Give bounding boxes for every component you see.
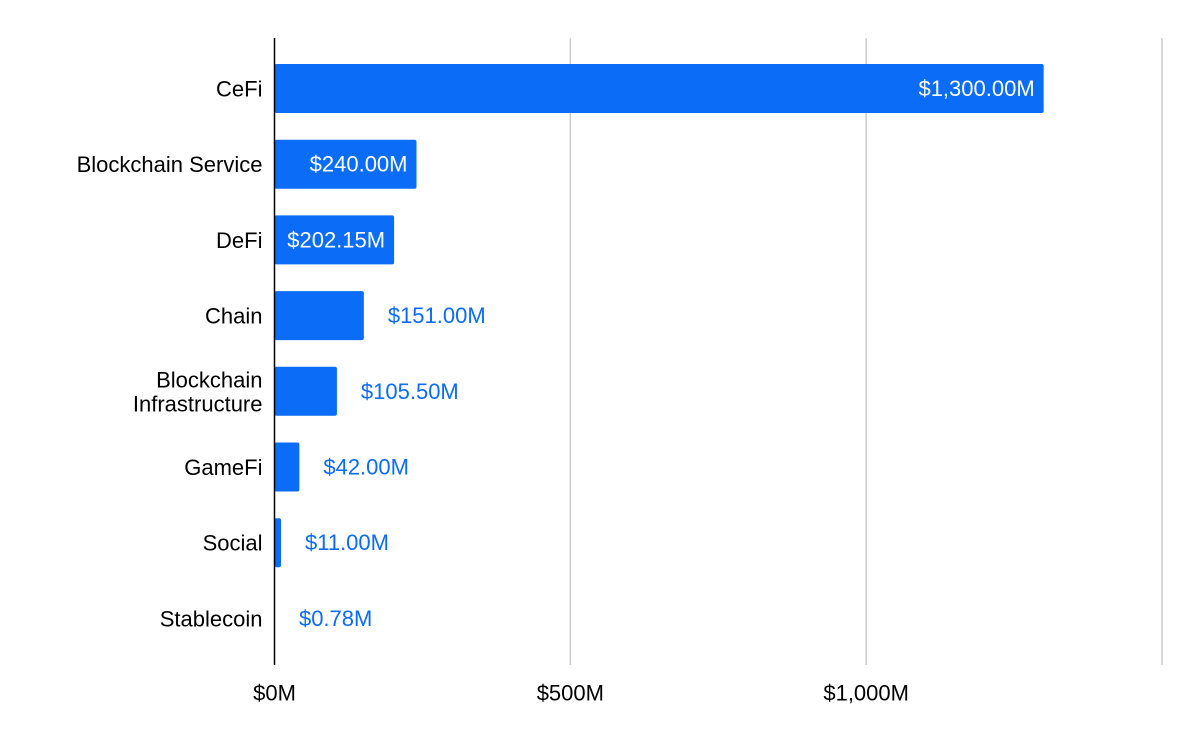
category-label-6: Social xyxy=(203,530,263,555)
category-label-0: CeFi xyxy=(216,76,262,101)
data-label-3: $151.00M xyxy=(388,303,486,328)
bar-6 xyxy=(274,518,282,568)
bar-3 xyxy=(274,291,364,341)
category-label-4: Blockchain Infrastructure xyxy=(133,367,263,416)
x-tick-label-2: $1,000M xyxy=(823,681,909,706)
bar-2 xyxy=(274,215,395,265)
category-label-2: DeFi xyxy=(216,227,262,252)
bar-0 xyxy=(274,64,1044,113)
data-label-4: $105.50M xyxy=(361,379,459,404)
category-label-5: GameFi xyxy=(184,455,262,480)
data-label-7: $0.78M xyxy=(299,606,372,631)
bars xyxy=(274,64,1044,568)
x-tick-labels: $0M $500M $1,000M xyxy=(253,681,909,706)
x-tick-label-0: $0M xyxy=(253,681,296,706)
category-label-7: Stablecoin xyxy=(160,606,263,631)
data-label-1: $240.00M xyxy=(310,152,408,177)
bar-5 xyxy=(274,442,300,492)
data-label-6: $11.00M xyxy=(305,530,389,555)
bar-4 xyxy=(274,366,337,416)
data-labels: $1,300.00M $240.00M $202.15M $151.00M $105.5… xyxy=(287,76,1034,631)
category-label-1: Blockchain Service xyxy=(77,152,263,177)
data-label-0: $1,300.00M xyxy=(918,76,1034,101)
category-labels: CeFi Blockchain Service DeFi Chain Blockchai… xyxy=(77,76,263,631)
category-label-3: Chain xyxy=(205,303,262,328)
data-label-2: $202.15M xyxy=(287,227,385,252)
data-label-5: $42.00M xyxy=(323,455,409,480)
bar-1 xyxy=(274,139,417,189)
gridlines xyxy=(569,38,1163,665)
x-tick-label-1: $500M xyxy=(537,681,604,706)
